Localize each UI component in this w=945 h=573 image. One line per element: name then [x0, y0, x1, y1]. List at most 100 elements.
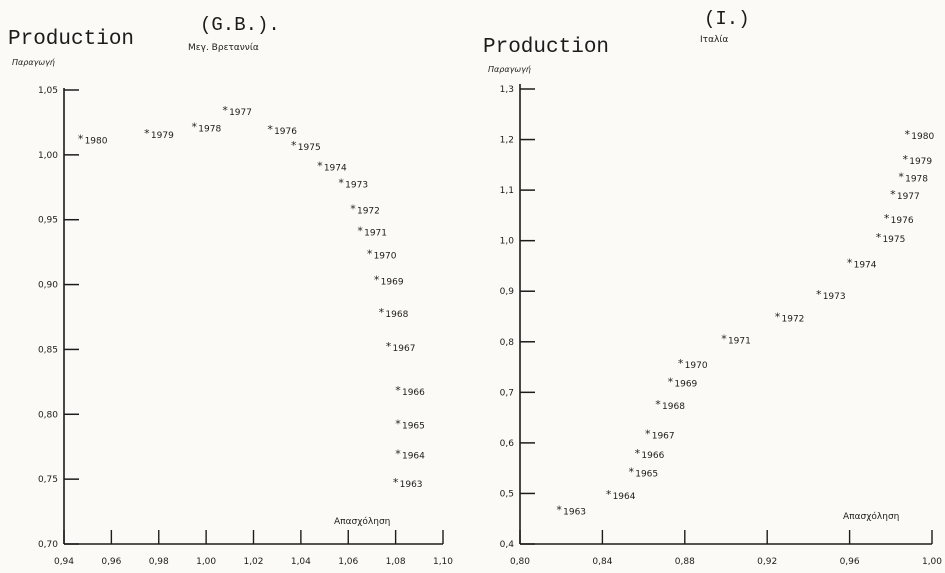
it-y-tick-label: 0,7 — [500, 388, 514, 398]
gb-x-tick-label: 0,94 — [54, 557, 74, 567]
gb-point-marker: * — [338, 176, 344, 189]
gb-point-label: 1977 — [229, 108, 252, 118]
gb-y-tick-label: 0,90 — [38, 281, 58, 291]
it-point-label: 1969 — [674, 380, 697, 390]
gb-point-marker: * — [144, 127, 150, 140]
gb-x-tick-label: 1,02 — [243, 557, 263, 567]
it-x-tick-label: 0,80 — [510, 557, 530, 567]
it-x-tick-label: 0,92 — [757, 557, 777, 567]
gb-point-label: 1969 — [381, 278, 404, 288]
it-y-tick-label: 0,8 — [500, 338, 515, 348]
gb-ylabel-gr: Παραγωγή — [12, 58, 55, 67]
it-point-label: 1972 — [782, 315, 805, 325]
it-point-label: 1964 — [613, 492, 636, 502]
gb-point-label: 1973 — [345, 180, 368, 190]
it-x-tick-label: 0,88 — [675, 557, 695, 567]
it-point-label: 1977 — [897, 192, 920, 202]
it-point-marker: * — [721, 332, 727, 345]
it-point-label: 1973 — [823, 292, 846, 302]
gb-point-marker: * — [267, 123, 273, 136]
it-x-ticks: 0,80 0,84 0,88 0,92 0,96 1,00 — [510, 530, 942, 567]
it-point-marker: * — [890, 188, 896, 201]
gb-x-tick-label: 1,08 — [386, 557, 406, 567]
gb-y-tick-label: 1,05 — [38, 86, 58, 96]
gb-x-tick-label: 1,06 — [338, 557, 358, 567]
gb-point-marker: * — [192, 121, 198, 134]
it-points: * 1963* 1964* 1965* 1966* 1967* 1968* 1969* 1970… — [556, 128, 934, 518]
gb-point-marker: * — [291, 139, 297, 152]
it-point-label: 1974 — [854, 260, 877, 270]
it-point-marker: * — [902, 153, 908, 166]
it-point-marker: * — [876, 231, 882, 244]
gb-point-label: 1971 — [364, 228, 387, 238]
gb-point-label: 1967 — [393, 344, 416, 354]
it-point-label: 1976 — [891, 216, 914, 226]
gb-point-marker: * — [395, 418, 401, 431]
it-country-label: Ιταλία — [700, 35, 728, 45]
it-point-marker: * — [847, 256, 853, 269]
it-point-marker: * — [884, 212, 890, 225]
gb-point-label: 1974 — [324, 164, 347, 174]
it-ylabel-gr: Παραγωγή — [488, 65, 531, 74]
it-point-label: 1970 — [685, 361, 708, 371]
it-point-label: 1965 — [635, 470, 658, 480]
it-y-tick-label: 0,5 — [500, 489, 514, 499]
gb-y-ticks: 0,70 0,75 0,80 0,85 0,90 0,95 1,00 1,05 — [38, 86, 79, 550]
gb-point-label: 1976 — [274, 127, 297, 137]
gb-point-label: 1972 — [357, 206, 380, 216]
gb-point-marker: * — [367, 248, 373, 261]
it-point-label: 1979 — [909, 157, 932, 167]
it-y-tick-label: 0,6 — [500, 439, 515, 449]
it-xlabel-gr: Απασχόληση — [843, 511, 899, 522]
it-y-tick-label: 0,9 — [500, 287, 515, 297]
gb-point-label: 1963 — [400, 480, 423, 490]
it-y-tick-label: 1,2 — [500, 136, 514, 146]
gb-point-label: 1966 — [402, 388, 425, 398]
gb-ylabel-en: Production — [8, 28, 134, 51]
gb-point-marker: * — [317, 160, 323, 173]
gb-points: * 1963* 1964* 1965* 1966* 1967* 1968* 1969* 1970… — [78, 104, 425, 490]
it-y-tick-label: 1,1 — [500, 186, 514, 196]
it-point-marker: * — [775, 311, 781, 324]
gb-point-label: 1964 — [402, 451, 425, 461]
it-point-label: 1980 — [911, 132, 934, 142]
it-y-tick-label: 1,3 — [500, 85, 514, 95]
chart-gb: Production (G.B.). Μεγ. Βρεταννία Παραγω… — [8, 14, 453, 567]
gb-point-marker: * — [374, 274, 380, 287]
it-y-tick-label: 0,4 — [500, 540, 515, 550]
gb-point-marker: * — [395, 447, 401, 460]
gb-country-label: Μεγ. Βρεταννία — [188, 43, 259, 53]
it-point-label: 1963 — [563, 508, 586, 518]
gb-x-ticks: 0,94 0,96 0,98 1,00 1,02 1,04 1,06 1,08 1,10 — [54, 530, 453, 567]
it-point-label: 1968 — [662, 402, 685, 412]
gb-panel-label: (G.B.). — [200, 14, 280, 36]
it-point-marker: * — [635, 447, 641, 460]
gb-point-marker: * — [393, 476, 399, 489]
gb-x-tick-label: 1,04 — [291, 557, 311, 567]
it-point-marker: * — [645, 427, 651, 440]
gb-x-tick-label: 0,96 — [101, 557, 121, 567]
it-point-label: 1971 — [728, 336, 751, 346]
it-y-tick-label: 1,0 — [500, 237, 515, 247]
it-point-label: 1975 — [882, 235, 905, 245]
it-point-marker: * — [556, 504, 562, 517]
gb-x-tick-label: 1,10 — [433, 557, 453, 567]
it-point-marker: * — [905, 128, 911, 141]
it-y-ticks: 0,4 0,5 0,6 0,7 0,8 0,9 1,0 1,1 1,2 1,3 — [500, 85, 535, 550]
gb-point-marker: * — [386, 340, 392, 353]
it-panel-label: (I.) — [704, 8, 750, 30]
gb-y-tick-label: 0,70 — [38, 540, 58, 550]
gb-y-tick-label: 0,85 — [38, 345, 58, 355]
gb-point-marker: * — [395, 384, 401, 397]
it-ylabel-en: Production — [483, 36, 609, 59]
it-point-label: 1967 — [652, 431, 675, 441]
it-point-marker: * — [898, 170, 904, 183]
gb-x-tick-label: 0,98 — [149, 557, 169, 567]
it-point-marker: * — [628, 466, 634, 479]
gb-x-tick-label: 1,00 — [196, 557, 216, 567]
gb-point-marker: * — [357, 224, 363, 237]
gb-point-label: 1968 — [385, 310, 408, 320]
gb-point-label: 1975 — [298, 143, 321, 153]
gb-point-marker: * — [350, 202, 356, 215]
